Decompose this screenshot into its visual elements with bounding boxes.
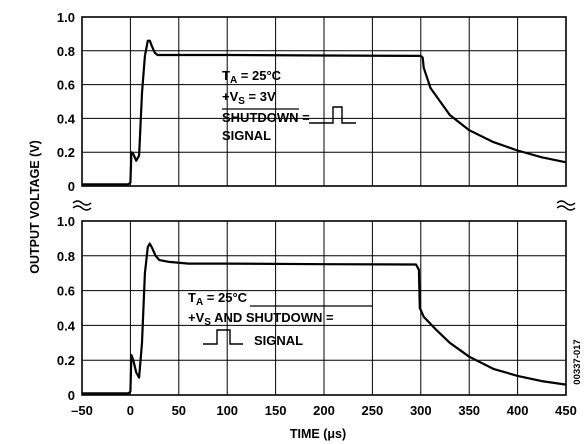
y-tick-label: 0.8 bbox=[57, 44, 75, 59]
x-tick-label: 300 bbox=[410, 403, 432, 418]
axis-break-wave bbox=[556, 205, 576, 211]
top-annotation-supply: +VS = 3V bbox=[222, 89, 276, 107]
bottom-pulse-symbol bbox=[203, 329, 243, 345]
y-tick-label: 0.6 bbox=[57, 284, 75, 299]
x-tick-label: 100 bbox=[216, 403, 238, 418]
top-annotation-signal: SIGNAL bbox=[222, 128, 271, 143]
x-tick-label: 250 bbox=[362, 403, 384, 418]
y-tick-label: 0 bbox=[68, 388, 75, 403]
axis-break-marks bbox=[72, 197, 576, 212]
y-tick-label: 0.8 bbox=[57, 249, 75, 264]
bottom-annotation-supply-shutdown: +VS AND SHUTDOWN = bbox=[188, 310, 334, 328]
plot-frames bbox=[81, 16, 567, 396]
x-tick-label: 150 bbox=[265, 403, 287, 418]
y-tick-label: 0.2 bbox=[57, 353, 75, 368]
voltage-trace bbox=[82, 39, 567, 186]
top-annotation-shutdown: SHUTDOWN = bbox=[222, 110, 310, 125]
figure-id-label: 00337-017 bbox=[572, 339, 583, 384]
axis-break-wave bbox=[72, 205, 92, 211]
x-tick-label: 400 bbox=[507, 403, 529, 418]
axis-break-wave bbox=[72, 200, 92, 206]
y-tick-label: 0 bbox=[68, 179, 75, 194]
top-pulse-symbol bbox=[309, 106, 356, 124]
voltage-trace bbox=[82, 242, 567, 395]
y-tick-label: 1.0 bbox=[57, 10, 75, 25]
y-tick-labels: 0 0.2 0.4 0.6 0.8 1.0 0 0.2 0.4 0.6 0.8 1.0 bbox=[57, 10, 76, 403]
voltage-traces bbox=[82, 39, 567, 395]
x-tick-label: 450 bbox=[555, 403, 577, 418]
y-axis-title: OUTPUT VOLTAGE (V) bbox=[28, 140, 42, 274]
bottom-annotation: TA = 25°C +VS AND SHUTDOWN = SIGNAL bbox=[188, 290, 372, 348]
x-tick-label: 350 bbox=[458, 403, 480, 418]
y-tick-label: 0.4 bbox=[57, 318, 76, 333]
y-tick-label: 1.0 bbox=[57, 214, 75, 229]
x-tick-label: 50 bbox=[172, 403, 186, 418]
axis-break-wave bbox=[556, 200, 576, 206]
x-tick-label: 0 bbox=[127, 403, 134, 418]
bottom-annotation-temperature: TA = 25°C bbox=[188, 290, 248, 308]
y-tick-label: 0.6 bbox=[57, 78, 75, 93]
x-tick-label: 200 bbox=[313, 403, 335, 418]
axis-break-mark bbox=[556, 197, 576, 212]
top-annotation-temperature: TA = 25°C bbox=[222, 68, 282, 86]
bottom-annotation-signal: SIGNAL bbox=[254, 333, 303, 348]
grid-lines bbox=[82, 17, 566, 395]
x-axis-title: TIME (μs) bbox=[290, 427, 346, 441]
plot-frame bbox=[81, 16, 567, 187]
top-annotation: TA = 25°C +VS = 3V SHUTDOWN = SIGNAL bbox=[222, 68, 356, 143]
x-tick-label: –50 bbox=[71, 403, 93, 418]
y-tick-label: 0.4 bbox=[57, 111, 76, 126]
plot-frame bbox=[81, 220, 567, 396]
x-tick-labels: –50 0 50 100 150 200 250 300 350 400 450 bbox=[71, 403, 577, 418]
y-tick-label: 0.2 bbox=[57, 145, 75, 160]
axis-break-mark bbox=[72, 197, 92, 212]
